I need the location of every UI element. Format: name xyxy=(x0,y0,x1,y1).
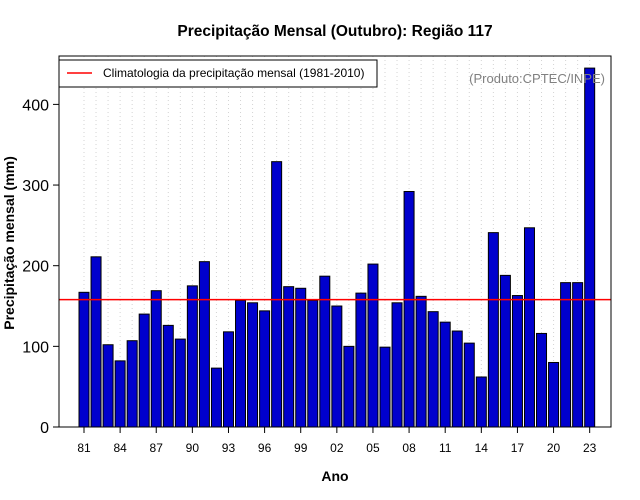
bar-94 xyxy=(235,299,247,428)
bar-02 xyxy=(331,305,343,428)
bar-20 xyxy=(548,361,560,428)
x-tick-label: 05 xyxy=(366,441,380,455)
bar-11 xyxy=(439,321,451,428)
bar-96 xyxy=(259,310,271,428)
bar-21 xyxy=(560,282,572,428)
y-tick-label: 300 xyxy=(22,178,49,195)
bar-10 xyxy=(427,311,439,428)
bar-86 xyxy=(138,313,150,428)
bar-87 xyxy=(150,290,162,428)
bar-01 xyxy=(319,275,331,428)
y-axis: 0 100 200 300 400 xyxy=(22,97,59,437)
y-tick-label: 200 xyxy=(22,259,49,276)
x-tick-label: 96 xyxy=(258,441,272,455)
x-tick-label: 17 xyxy=(511,441,525,455)
bar-13 xyxy=(463,342,475,428)
x-tick-label: 99 xyxy=(294,441,308,455)
bar-90 xyxy=(186,285,198,428)
bar-16 xyxy=(499,274,511,428)
plot-frame xyxy=(58,55,612,428)
x-tick-label: 23 xyxy=(583,441,597,455)
bar-19 xyxy=(536,332,548,428)
bar-18 xyxy=(523,227,535,428)
bar-08 xyxy=(403,190,415,428)
x-tick-label: 02 xyxy=(330,441,344,455)
bar-88 xyxy=(162,324,174,428)
bar-04 xyxy=(355,292,367,428)
bar-83 xyxy=(102,344,114,428)
bar-81 xyxy=(78,291,90,428)
bar-05 xyxy=(367,263,379,428)
x-tick-label: 87 xyxy=(150,441,164,455)
bar-22 xyxy=(572,282,584,428)
legend: Climatologia da precipitação mensal (198… xyxy=(58,59,378,88)
bar-82 xyxy=(90,256,102,428)
bar-17 xyxy=(511,295,523,428)
bar-23 xyxy=(584,67,596,428)
bar-91 xyxy=(198,261,210,428)
x-tick-label: 11 xyxy=(439,441,452,455)
x-axis-label: Ano xyxy=(321,468,348,484)
bar-98 xyxy=(283,286,295,428)
bar-06 xyxy=(379,346,391,428)
x-tick-label: 08 xyxy=(402,441,416,455)
bar-07 xyxy=(391,302,403,428)
bar-12 xyxy=(451,330,463,428)
bar-95 xyxy=(247,302,259,428)
chart-title: Precipitação Mensal (Outubro): Região 11… xyxy=(177,23,492,40)
x-tick-label: 90 xyxy=(186,441,200,455)
x-tick-label: 81 xyxy=(77,441,91,455)
bar-89 xyxy=(174,338,186,428)
bar-03 xyxy=(343,345,355,428)
credit-text: (Produto:CPTEC/INPE) xyxy=(469,71,605,86)
y-tick-label: 0 xyxy=(40,420,49,437)
y-axis-label: Precipitação mensal (mm) xyxy=(1,156,17,330)
bar-14 xyxy=(475,376,487,428)
x-tick-label: 20 xyxy=(547,441,561,455)
bar-00 xyxy=(307,299,319,428)
bar-09 xyxy=(415,295,427,428)
bars xyxy=(78,67,596,428)
bar-93 xyxy=(222,331,234,428)
y-tick-label: 100 xyxy=(22,339,49,356)
bar-97 xyxy=(271,161,283,428)
x-tick-label: 14 xyxy=(475,441,489,455)
y-tick-label: 400 xyxy=(22,97,49,114)
bar-99 xyxy=(295,287,307,428)
legend-box xyxy=(58,59,378,88)
bar-15 xyxy=(487,232,499,428)
bar-85 xyxy=(126,340,138,428)
bar-84 xyxy=(114,360,126,428)
legend-label: Climatologia da precipitação mensal (198… xyxy=(103,66,364,80)
x-axis: 81 84 87 90 93 96 99 02 05 08 11 14 17 20 23 xyxy=(77,427,597,455)
bar-92 xyxy=(210,367,222,428)
x-tick-label: 84 xyxy=(113,441,127,455)
x-tick-label: 93 xyxy=(222,441,236,455)
